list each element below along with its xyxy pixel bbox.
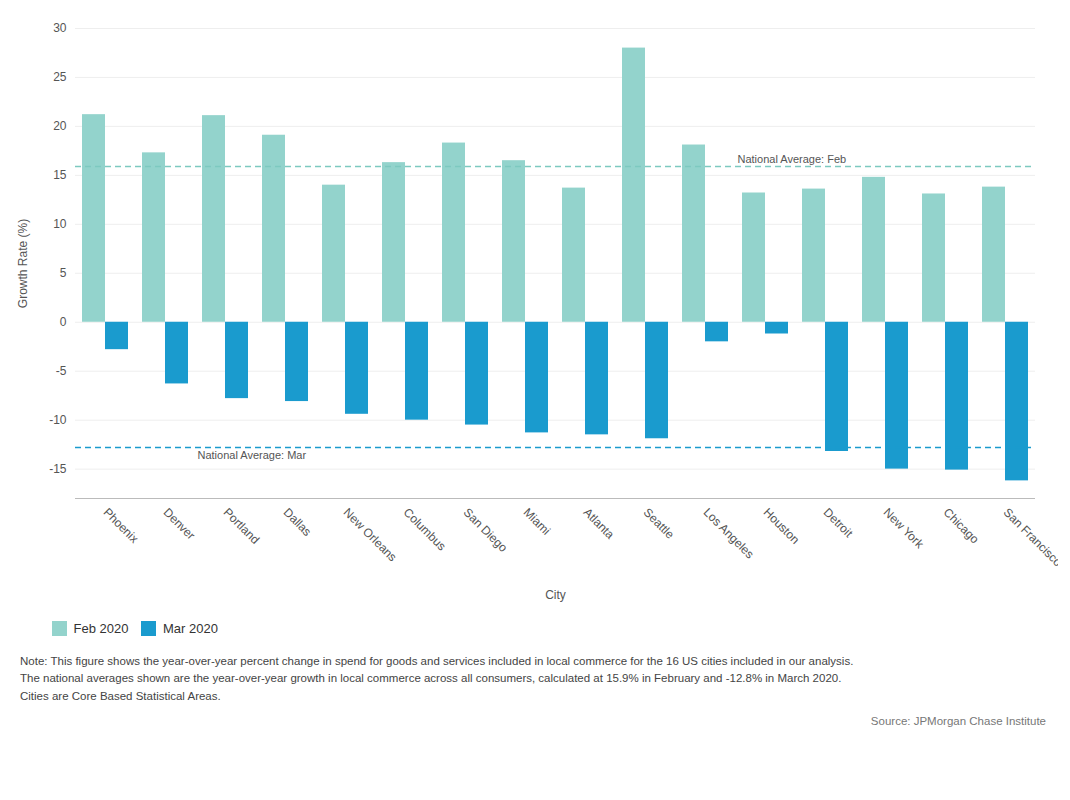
- svg-text:City: City: [545, 588, 566, 602]
- svg-text:0: 0: [60, 315, 67, 329]
- svg-text:20: 20: [53, 119, 67, 133]
- svg-text:5: 5: [60, 266, 67, 280]
- svg-text:New Orleans: New Orleans: [341, 505, 400, 564]
- svg-text:San Francisco: San Francisco: [1001, 505, 1058, 569]
- svg-text:25: 25: [53, 70, 67, 84]
- svg-text:Seattle: Seattle: [641, 505, 678, 542]
- html-text:The national averages shown ar: The national averages shown are the year…: [20, 672, 842, 685]
- svg-text:Dallas: Dallas: [281, 505, 314, 538]
- svg-text:San Diego: San Diego: [461, 505, 511, 555]
- svg-text:Denver: Denver: [161, 505, 198, 542]
- svg-text:10: 10: [53, 217, 67, 231]
- svg-text:Atlanta: Atlanta: [581, 505, 618, 542]
- svg-text:Portland: Portland: [221, 505, 263, 547]
- svg-text:Houston: Houston: [761, 505, 803, 547]
- svg-text:National Average: Feb: National Average: Feb: [738, 153, 847, 165]
- svg-text:Miami: Miami: [521, 505, 554, 538]
- svg-text:-15: -15: [49, 462, 67, 476]
- svg-text:Columbus: Columbus: [401, 505, 449, 553]
- svg-text:Los Angeles: Los Angeles: [701, 505, 757, 561]
- html-text:Note: This figure shows the ye: Note: This figure shows the year-over-ye…: [20, 655, 854, 667]
- svg-text:New York: New York: [881, 505, 927, 551]
- svg-text:National Average: Mar: National Average: Mar: [198, 449, 307, 461]
- html-text:Cities are Core Based Statisti: Cities are Core Based Statistical Areas.: [20, 689, 221, 702]
- svg-text:-5: -5: [56, 364, 67, 378]
- svg-text:-10: -10: [49, 413, 67, 427]
- html-text:Mar 2020: Mar 2020: [162, 621, 218, 636]
- html-text:Source: JPMorgan Chase Institu: Source: JPMorgan Chase Institute: [870, 714, 1046, 727]
- html-text:Feb 2020: Feb 2020: [73, 621, 129, 636]
- svg-text:30: 30: [53, 21, 67, 35]
- svg-text:Chicago: Chicago: [941, 505, 982, 546]
- svg-text:Phoenix: Phoenix: [101, 505, 142, 546]
- svg-text:15: 15: [53, 168, 67, 182]
- svg-text:Growth Rate (%): Growth Rate (%): [16, 219, 30, 308]
- svg-text:Detroit: Detroit: [821, 505, 856, 540]
